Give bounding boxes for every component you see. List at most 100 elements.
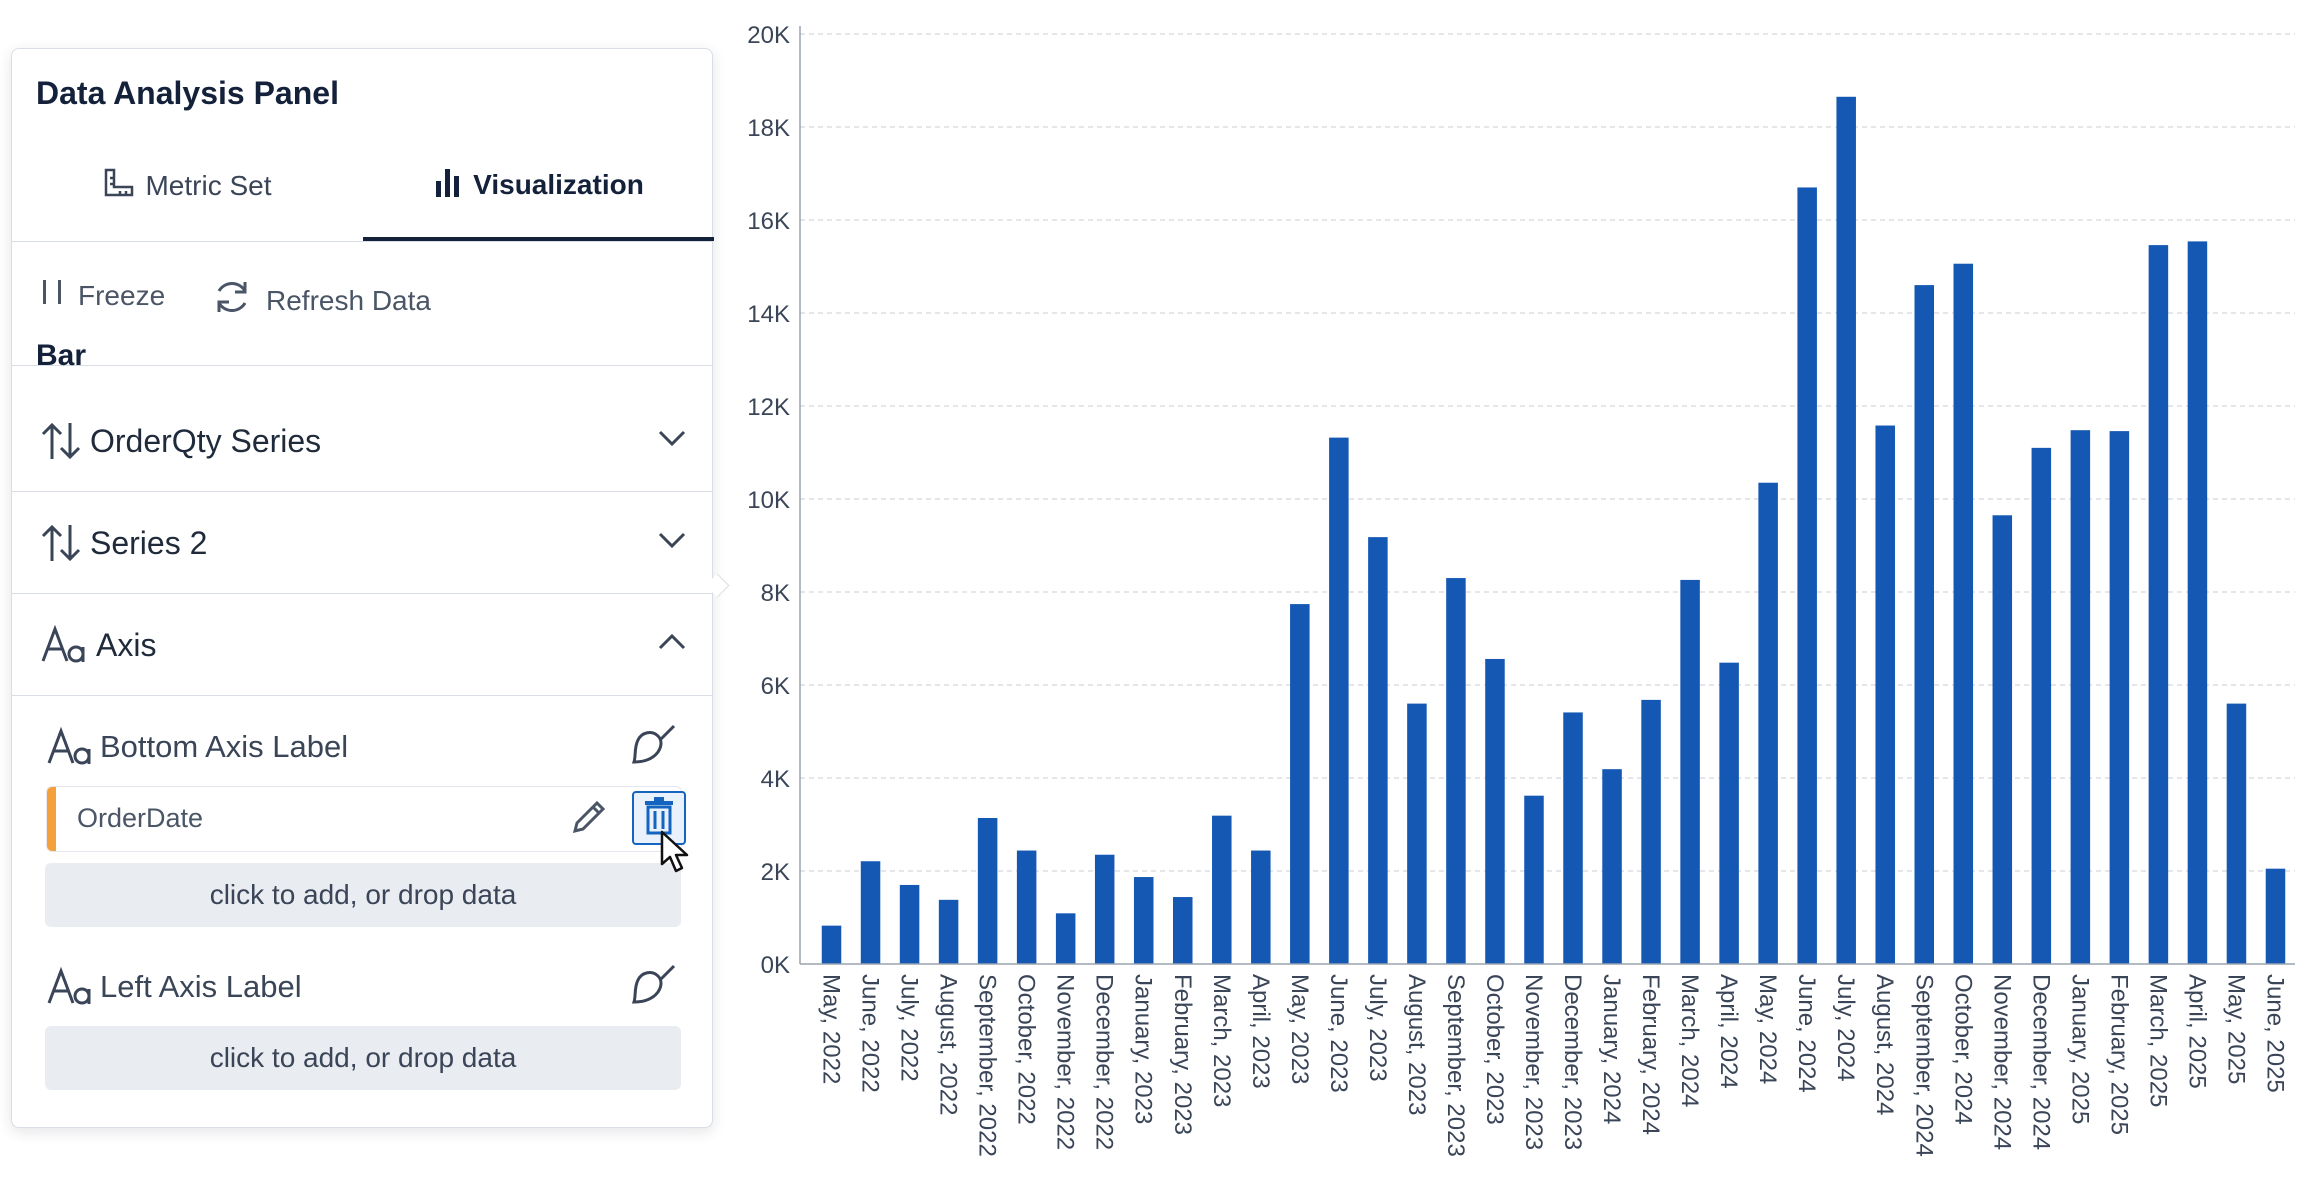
pencil-icon[interactable] [569,797,609,842]
bar[interactable] [1914,285,1935,965]
orderdate-field-chip[interactable]: OrderDate [46,786,686,852]
bar[interactable] [938,899,959,964]
bar[interactable] [2265,868,2286,964]
x-tick-label: December, 2023 [1559,974,1586,1150]
y-tick-label: 16K [747,208,790,235]
bar[interactable] [2070,430,2091,964]
y-tick-label: 4K [761,766,790,793]
bar[interactable] [1290,604,1310,964]
bar[interactable] [899,884,920,964]
x-tick-label: June, 2022 [857,974,884,1093]
bottom-axis-label: Bottom Axis Label [100,729,349,764]
bar[interactable] [1368,537,1388,964]
bar[interactable] [1329,437,1349,964]
bar[interactable] [977,817,998,964]
bar[interactable] [1992,515,2013,964]
bar[interactable] [2226,703,2247,964]
panel-tabs: Metric Set Visualization [12,133,714,242]
bar[interactable] [1446,578,1466,964]
tab-metric-set[interactable]: Metric Set [12,133,363,239]
y-tick-label: 8K [761,580,790,607]
brush-icon[interactable] [630,724,676,771]
bar[interactable] [1797,187,1817,964]
panel-title: Data Analysis Panel [36,75,339,111]
pause-icon [40,277,78,314]
bar[interactable] [1172,897,1193,964]
bottom-axis-label-row: Bottom Axis Label [12,717,712,777]
accordion-orderqty-series[interactable]: OrderQty Series [12,391,712,492]
chevron-up-icon[interactable] [658,633,686,656]
x-tick-label: April, 2025 [2183,974,2210,1089]
bar[interactable] [1953,263,1974,964]
x-tick-label: March, 2024 [1676,974,1703,1107]
trash-icon [643,796,675,840]
bar-chart-icon [433,167,473,204]
bar[interactable] [2148,245,2169,965]
x-tick-label: February, 2025 [2105,974,2132,1135]
brush-icon[interactable] [630,964,676,1011]
field-marker [47,787,56,851]
bar[interactable] [1524,795,1544,964]
accordion-series-2[interactable]: Series 2 [12,493,712,594]
delete-button[interactable] [632,791,686,845]
y-tick-label: 10K [747,487,790,514]
bar[interactable] [2187,241,2208,964]
order-qty-bar-chart: 0K 2K 4K 6K 8K 10K 12K 14K 16K 18K 20K May, 2022 Ju… [747,22,2295,1157]
x-tick-label: January, 2025 [2066,974,2093,1124]
tab-visualization[interactable]: Visualization [363,133,714,241]
bar[interactable] [1563,712,1583,964]
freeze-label: Freeze [78,279,166,311]
x-tick-label: February, 2023 [1169,974,1196,1135]
bar[interactable] [821,925,842,964]
y-tick-label: 2K [761,859,790,886]
bar[interactable] [1251,850,1271,964]
bar[interactable] [2109,431,2130,964]
bar[interactable] [1719,662,1739,964]
bar[interactable] [1094,854,1115,964]
chevron-down-icon[interactable] [658,531,686,554]
accordion-axis[interactable]: Axis [12,595,712,696]
bar[interactable] [1485,658,1505,964]
mouse-cursor-icon [660,830,690,879]
bar[interactable] [1758,482,1778,964]
bar[interactable] [1016,850,1037,964]
bar[interactable] [860,861,881,964]
x-tick-label: October, 2023 [1481,974,1508,1125]
x-tick-label: May, 2023 [1286,974,1313,1084]
y-tick-label: 18K [747,115,790,142]
y-tick-label: 6K [761,673,790,700]
y-axis-ticks: 0K 2K 4K 6K 8K 10K 12K 14K 16K 18K 20K [747,22,790,979]
bottom-axis-drop-zone[interactable]: click to add, or drop data [45,863,681,927]
bar[interactable] [1407,703,1427,964]
bar[interactable] [2031,447,2052,965]
bar[interactable] [1602,769,1622,964]
chart-bars [821,96,2286,965]
x-tick-label: December, 2024 [2027,974,2054,1150]
refresh-data-button[interactable]: Refresh Data [212,277,431,324]
ruler-icon [103,168,145,205]
orderdate-field-name: OrderDate [77,803,204,833]
x-tick-label: June, 2023 [1325,974,1352,1093]
accordion-label: Series 2 [90,524,208,561]
x-tick-label: July, 2022 [896,974,923,1082]
x-tick-label: March, 2023 [1208,974,1235,1107]
y-tick-label: 0K [761,952,790,979]
left-axis-drop-zone[interactable]: click to add, or drop data [45,1026,681,1090]
x-tick-label: April, 2024 [1715,974,1742,1089]
bar[interactable] [1875,425,1895,964]
chevron-down-icon[interactable] [658,429,686,452]
bar[interactable] [1836,96,1856,964]
bar[interactable] [1680,579,1700,964]
bar[interactable] [1133,877,1154,964]
x-tick-label: May, 2022 [818,974,845,1084]
x-tick-label: August, 2022 [935,974,962,1115]
refresh-icon [212,277,266,324]
bar[interactable] [1212,815,1232,964]
x-tick-label: July, 2023 [1364,974,1391,1082]
x-tick-label: August, 2024 [1871,974,1898,1115]
bar[interactable] [1641,699,1661,964]
data-analysis-panel: Data Analysis Panel Metric Set Visualiza… [11,48,714,1128]
x-tick-label: June, 2025 [2261,974,2288,1093]
freeze-button[interactable]: Freeze [40,277,165,314]
bar[interactable] [1055,913,1076,964]
